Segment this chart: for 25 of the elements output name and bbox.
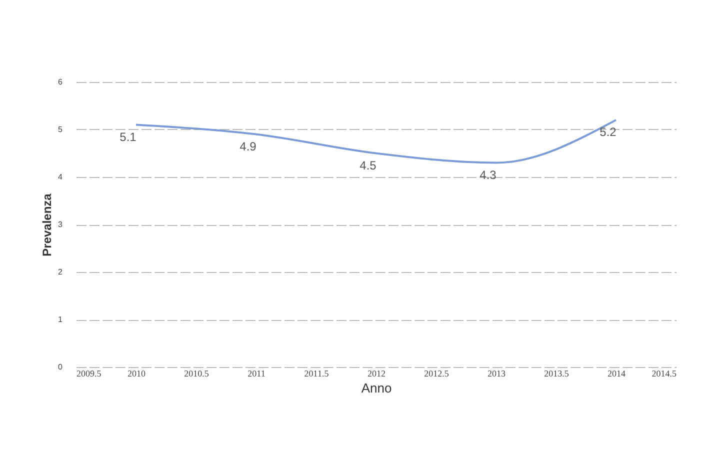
x-tick-label: 2009.5 bbox=[76, 368, 102, 378]
y-axis-title: Prevalenza bbox=[40, 193, 54, 256]
y-tick-label: 1 bbox=[58, 315, 64, 324]
y-tick-label: 2 bbox=[58, 268, 64, 276]
x-tick-label: 2012.5 bbox=[424, 368, 450, 378]
x-tick-label: 2011 bbox=[248, 368, 266, 378]
y-tick-label: 3 bbox=[58, 220, 64, 229]
data-label: 4.9 bbox=[240, 139, 257, 154]
y-tick-label: 4 bbox=[58, 172, 64, 182]
x-tick-label: 2013 bbox=[488, 368, 506, 378]
x-tick-label: 2013.5 bbox=[544, 368, 570, 378]
data-label: 5.1 bbox=[120, 130, 137, 144]
x-tick-label: 2010 bbox=[128, 368, 146, 378]
y-tick-label: 6 bbox=[58, 78, 64, 86]
data-label: 5.2 bbox=[600, 125, 617, 139]
y-tick-label: 5 bbox=[58, 125, 64, 134]
y-tick-label: 0 bbox=[58, 362, 64, 372]
x-axis-title: Anno bbox=[361, 380, 392, 396]
x-tick-label: 2011.5 bbox=[304, 368, 330, 378]
x-tick-label: 2012 bbox=[368, 368, 386, 378]
x-tick-label: 2014.5 bbox=[652, 368, 677, 378]
x-tick-label: 2010.5 bbox=[184, 368, 210, 378]
data-label: 4.3 bbox=[480, 168, 497, 182]
data-label: 4.5 bbox=[360, 158, 377, 172]
x-tick-label: 2014 bbox=[608, 368, 626, 378]
